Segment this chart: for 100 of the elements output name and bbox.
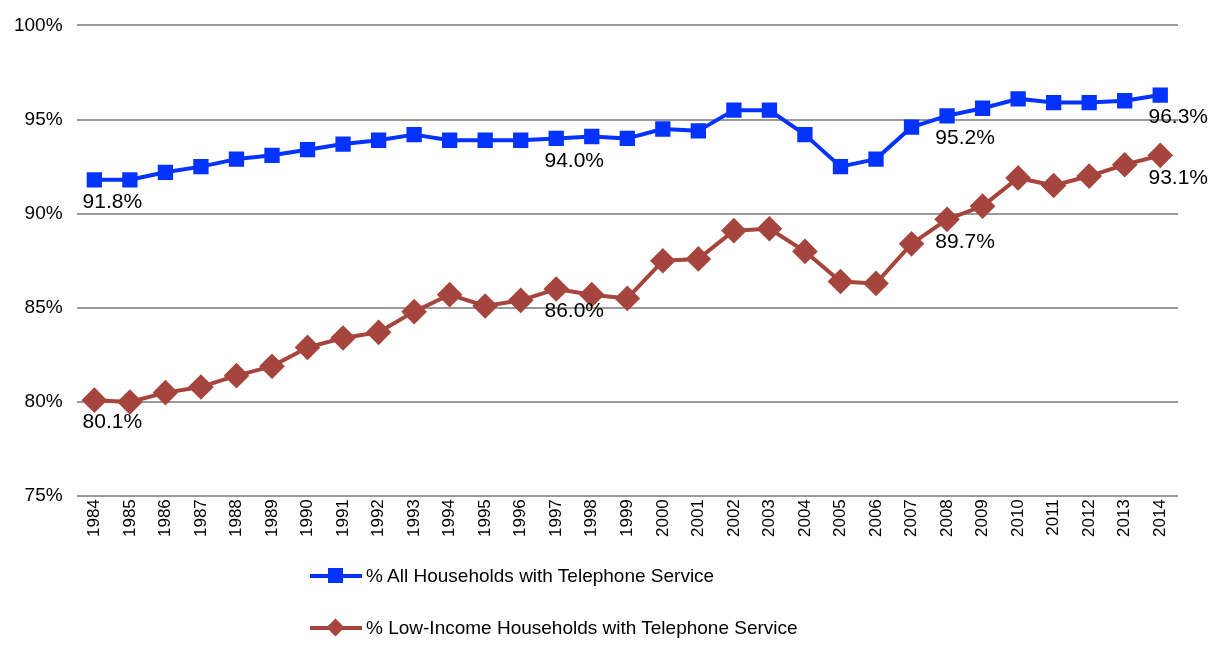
point [721,218,746,243]
x-tick-label: 2002 [723,499,743,538]
x-tick-label: 1993 [403,499,423,538]
x-tick-label: 1988 [226,499,246,538]
point [832,158,849,175]
x-tick-label: 1991 [332,499,352,538]
point [370,132,387,148]
point [1010,91,1026,107]
x-tick-label: 1996 [510,499,530,538]
point [153,380,178,405]
annotation: 86.0% [544,298,605,322]
x-tick-label: 2010 [1007,499,1027,538]
point [228,151,245,167]
point [828,269,853,294]
point [1077,164,1102,189]
point [797,126,813,143]
annotation: 89.7% [935,228,995,252]
x-tick-label: 2006 [865,499,885,538]
point [726,102,742,118]
point [864,271,888,296]
x-tick-label: 2012 [1078,499,1098,538]
annotation: 94.0% [544,147,605,171]
x-tick-label: 2009 [972,499,992,538]
point [615,286,640,311]
point [402,299,427,324]
point [544,277,569,302]
x-tick-label: 1986 [155,499,175,538]
y-tick-label: 85% [24,296,63,318]
x-tick-label: 2008 [936,499,956,538]
legend-label: % All Households with Telephone Service [366,565,715,587]
point [1112,152,1137,177]
point [548,130,564,147]
point [188,374,213,399]
point [655,121,671,137]
x-tick-label: 1984 [84,499,104,538]
point [868,151,884,167]
point [264,147,280,163]
point [117,390,142,415]
x-tick-label: 2007 [901,499,921,538]
y-tick-label: 80% [24,390,63,412]
y-tick-label: 95% [24,107,63,129]
annotation: 91.8% [82,189,143,213]
point [690,123,707,139]
point [935,207,960,232]
point [122,172,138,188]
point [686,246,711,271]
x-tick-label: 1995 [474,499,494,538]
x-tick-label: 1997 [545,499,565,538]
x-tick-label: 2003 [759,499,779,538]
x-tick-label: 2011 [1043,499,1063,536]
point [757,216,782,241]
point [619,130,635,147]
point [295,335,320,360]
x-tick-label: 1992 [368,499,388,538]
x-tick-label: 1985 [119,499,139,538]
annotation: 93.1% [1148,164,1209,188]
annotation: 95.2% [935,125,995,149]
point [86,172,103,188]
annotation: 80.1% [82,409,143,433]
point [260,354,285,379]
x-tick-label: 1987 [190,499,210,538]
point [82,388,107,413]
legend-label: % Low-Income Households with Telephone Service [366,617,798,639]
point [970,194,995,219]
x-tick-label: 1998 [581,499,601,538]
point [1148,143,1173,168]
point [761,102,778,118]
point [406,126,422,143]
annotation: 96.3% [1148,104,1209,128]
point [299,142,316,158]
point [1081,94,1097,111]
point [473,293,498,318]
x-tick-label: 1999 [616,499,636,538]
point [650,248,675,273]
x-tick-label: 2001 [688,499,708,538]
point [939,108,955,124]
point [224,363,249,388]
point [508,288,533,313]
x-tick-label: 2000 [652,499,672,538]
x-tick-label: 2014 [1149,499,1169,538]
point [903,119,920,135]
point [477,132,493,148]
point [792,239,817,264]
point [193,158,209,175]
x-tick-label: 2004 [794,499,814,538]
point [1006,165,1031,190]
point [584,128,600,145]
point [1117,93,1133,109]
point [441,132,458,148]
point [1045,94,1062,111]
point [437,282,462,307]
point [366,320,391,345]
y-tick-label: 75% [24,484,63,506]
point [331,326,356,350]
x-tick-label: 1989 [261,499,281,538]
point [1041,173,1066,198]
x-tick-label: 1994 [439,499,459,538]
x-tick-label: 2013 [1114,499,1134,538]
y-tick-label: 90% [24,201,63,223]
point [1152,87,1168,103]
